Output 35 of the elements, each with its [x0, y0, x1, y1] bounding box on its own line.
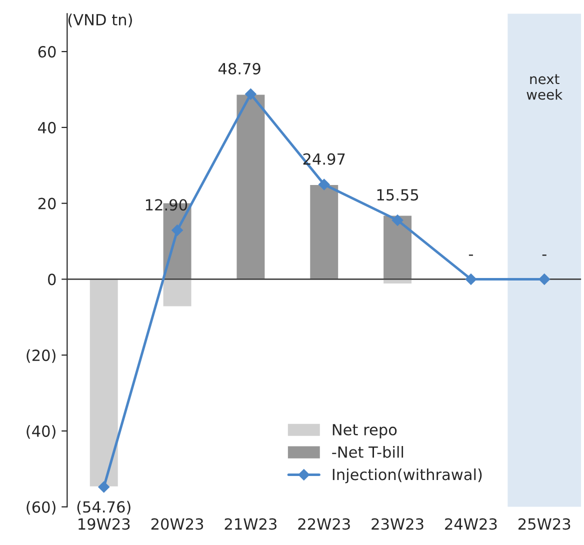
data-label: 15.55 [377, 189, 418, 201]
x-tick-label: 20W23 [151, 518, 204, 530]
y-tick-label: 0 [48, 274, 56, 286]
legend-label: Net repo [332, 424, 397, 438]
x-tick-label: 24W23 [445, 518, 497, 530]
band-label: next week [526, 74, 563, 100]
y-tick-label: (60) [26, 501, 56, 515]
data-label: (54.76) [77, 500, 130, 514]
legend-label: -Net T-bill [332, 446, 404, 458]
bar [88, 278, 120, 488]
point [465, 274, 477, 285]
y-tick-label: (40) [26, 425, 56, 439]
x-tick-label: 23W23 [372, 518, 424, 530]
legend-label: Injection(withrawal) [332, 468, 482, 484]
y-tick-label: 20 [38, 198, 56, 210]
data-label: - [542, 254, 546, 256]
data-label: 48.79 [218, 62, 260, 74]
point [538, 274, 550, 285]
y-tick-label: (20) [26, 349, 56, 363]
point [318, 178, 330, 190]
point [392, 214, 404, 226]
bar [235, 93, 266, 280]
data-label: 12.90 [146, 199, 188, 211]
point [245, 88, 256, 100]
point [98, 481, 110, 493]
x-tick-label: 21W23 [224, 518, 276, 530]
x-tick-label: 19W23 [78, 518, 130, 530]
point [172, 224, 183, 236]
y-tick-label: 60 [38, 46, 56, 58]
bar [308, 184, 340, 280]
y-tick-label: 40 [38, 122, 56, 134]
x-tick-label: 22W23 [298, 518, 350, 530]
data-label: - [468, 254, 473, 256]
y-axis-title: (VND tn) [68, 14, 132, 28]
x-tick-label: 25W23 [518, 518, 570, 530]
